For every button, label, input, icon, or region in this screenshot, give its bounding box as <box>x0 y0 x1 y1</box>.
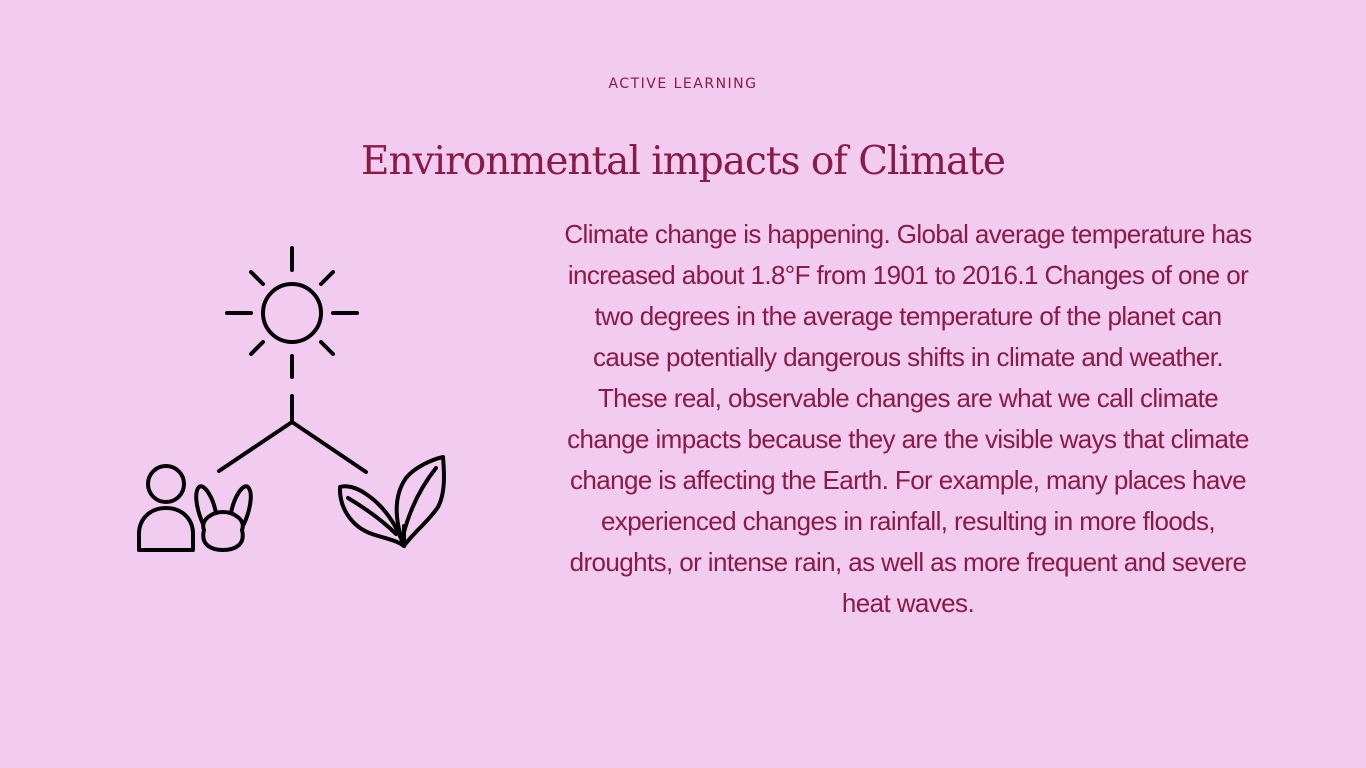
sun-icon <box>225 246 359 379</box>
climate-illustration <box>137 246 446 552</box>
eyebrow-label: ACTIVE LEARNING <box>608 76 758 92</box>
rabbit-icon <box>194 484 253 552</box>
branch-connector <box>217 394 368 474</box>
person-icon <box>137 464 195 552</box>
slide-title: Environmental impacts of Climate <box>361 139 1006 184</box>
body-paragraph: Climate change is happening. Global aver… <box>564 219 1252 618</box>
leaf-icon <box>337 455 446 548</box>
